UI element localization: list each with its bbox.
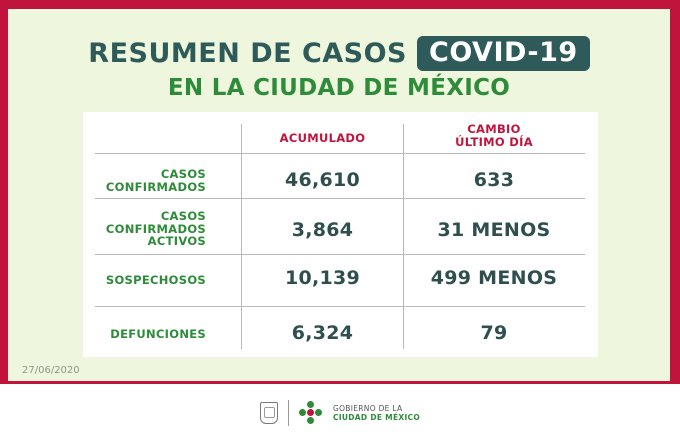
row-divider — [95, 306, 585, 307]
row-divider — [95, 254, 585, 255]
summary-table: ACUMULADO CAMBIO ÚLTIMO DÍA CASOS CONFIR… — [83, 112, 598, 357]
row-label-suspected: SOSPECHOSOS — [105, 273, 206, 287]
row-label-active: CASOS CONFIRMADOS ACTIVOS — [105, 209, 206, 248]
value-active-accumulated: 3,864 — [291, 219, 354, 241]
page-title: RESUMEN DE CASOS — [88, 37, 408, 69]
header-change: CAMBIO ÚLTIMO DÍA — [455, 122, 533, 149]
footer-logos: GOBIERNO DE LA CIUDAD DE MÉXICO — [0, 388, 680, 438]
page-subtitle: EN LA CIUDAD DE MÉXICO — [167, 75, 511, 101]
content-panel: RESUMEN DE CASOS COVID-19 EN LA CIUDAD D… — [8, 9, 670, 381]
report-date: 27/06/2020 — [22, 365, 80, 376]
column-divider — [403, 124, 404, 349]
government-logo-text: GOBIERNO DE LA CIUDAD DE MÉXICO — [332, 404, 421, 422]
header-accumulated: ACUMULADO — [279, 131, 366, 145]
value-confirmed-change: 633 — [473, 169, 515, 191]
cdmx-logo-icon — [298, 401, 323, 425]
row-label-deaths: DEFUNCIONES — [110, 327, 206, 341]
row-label-confirmed: CASOS CONFIRMADOS — [105, 167, 206, 194]
column-divider — [241, 124, 242, 349]
value-confirmed-accumulated: 46,610 — [284, 169, 361, 191]
value-deaths-change: 79 — [480, 322, 508, 344]
value-deaths-accumulated: 6,324 — [291, 322, 354, 344]
logo-separator — [287, 400, 289, 426]
title-row: RESUMEN DE CASOS COVID-19 — [8, 33, 670, 73]
row-divider — [95, 198, 585, 199]
value-suspected-accumulated: 10,139 — [284, 267, 361, 289]
covid-badge: COVID-19 — [417, 35, 590, 71]
coat-of-arms-icon — [259, 402, 278, 424]
value-suspected-change: 499 MENOS — [430, 267, 558, 289]
row-divider — [95, 153, 585, 154]
value-active-change: 31 MENOS — [437, 219, 551, 241]
